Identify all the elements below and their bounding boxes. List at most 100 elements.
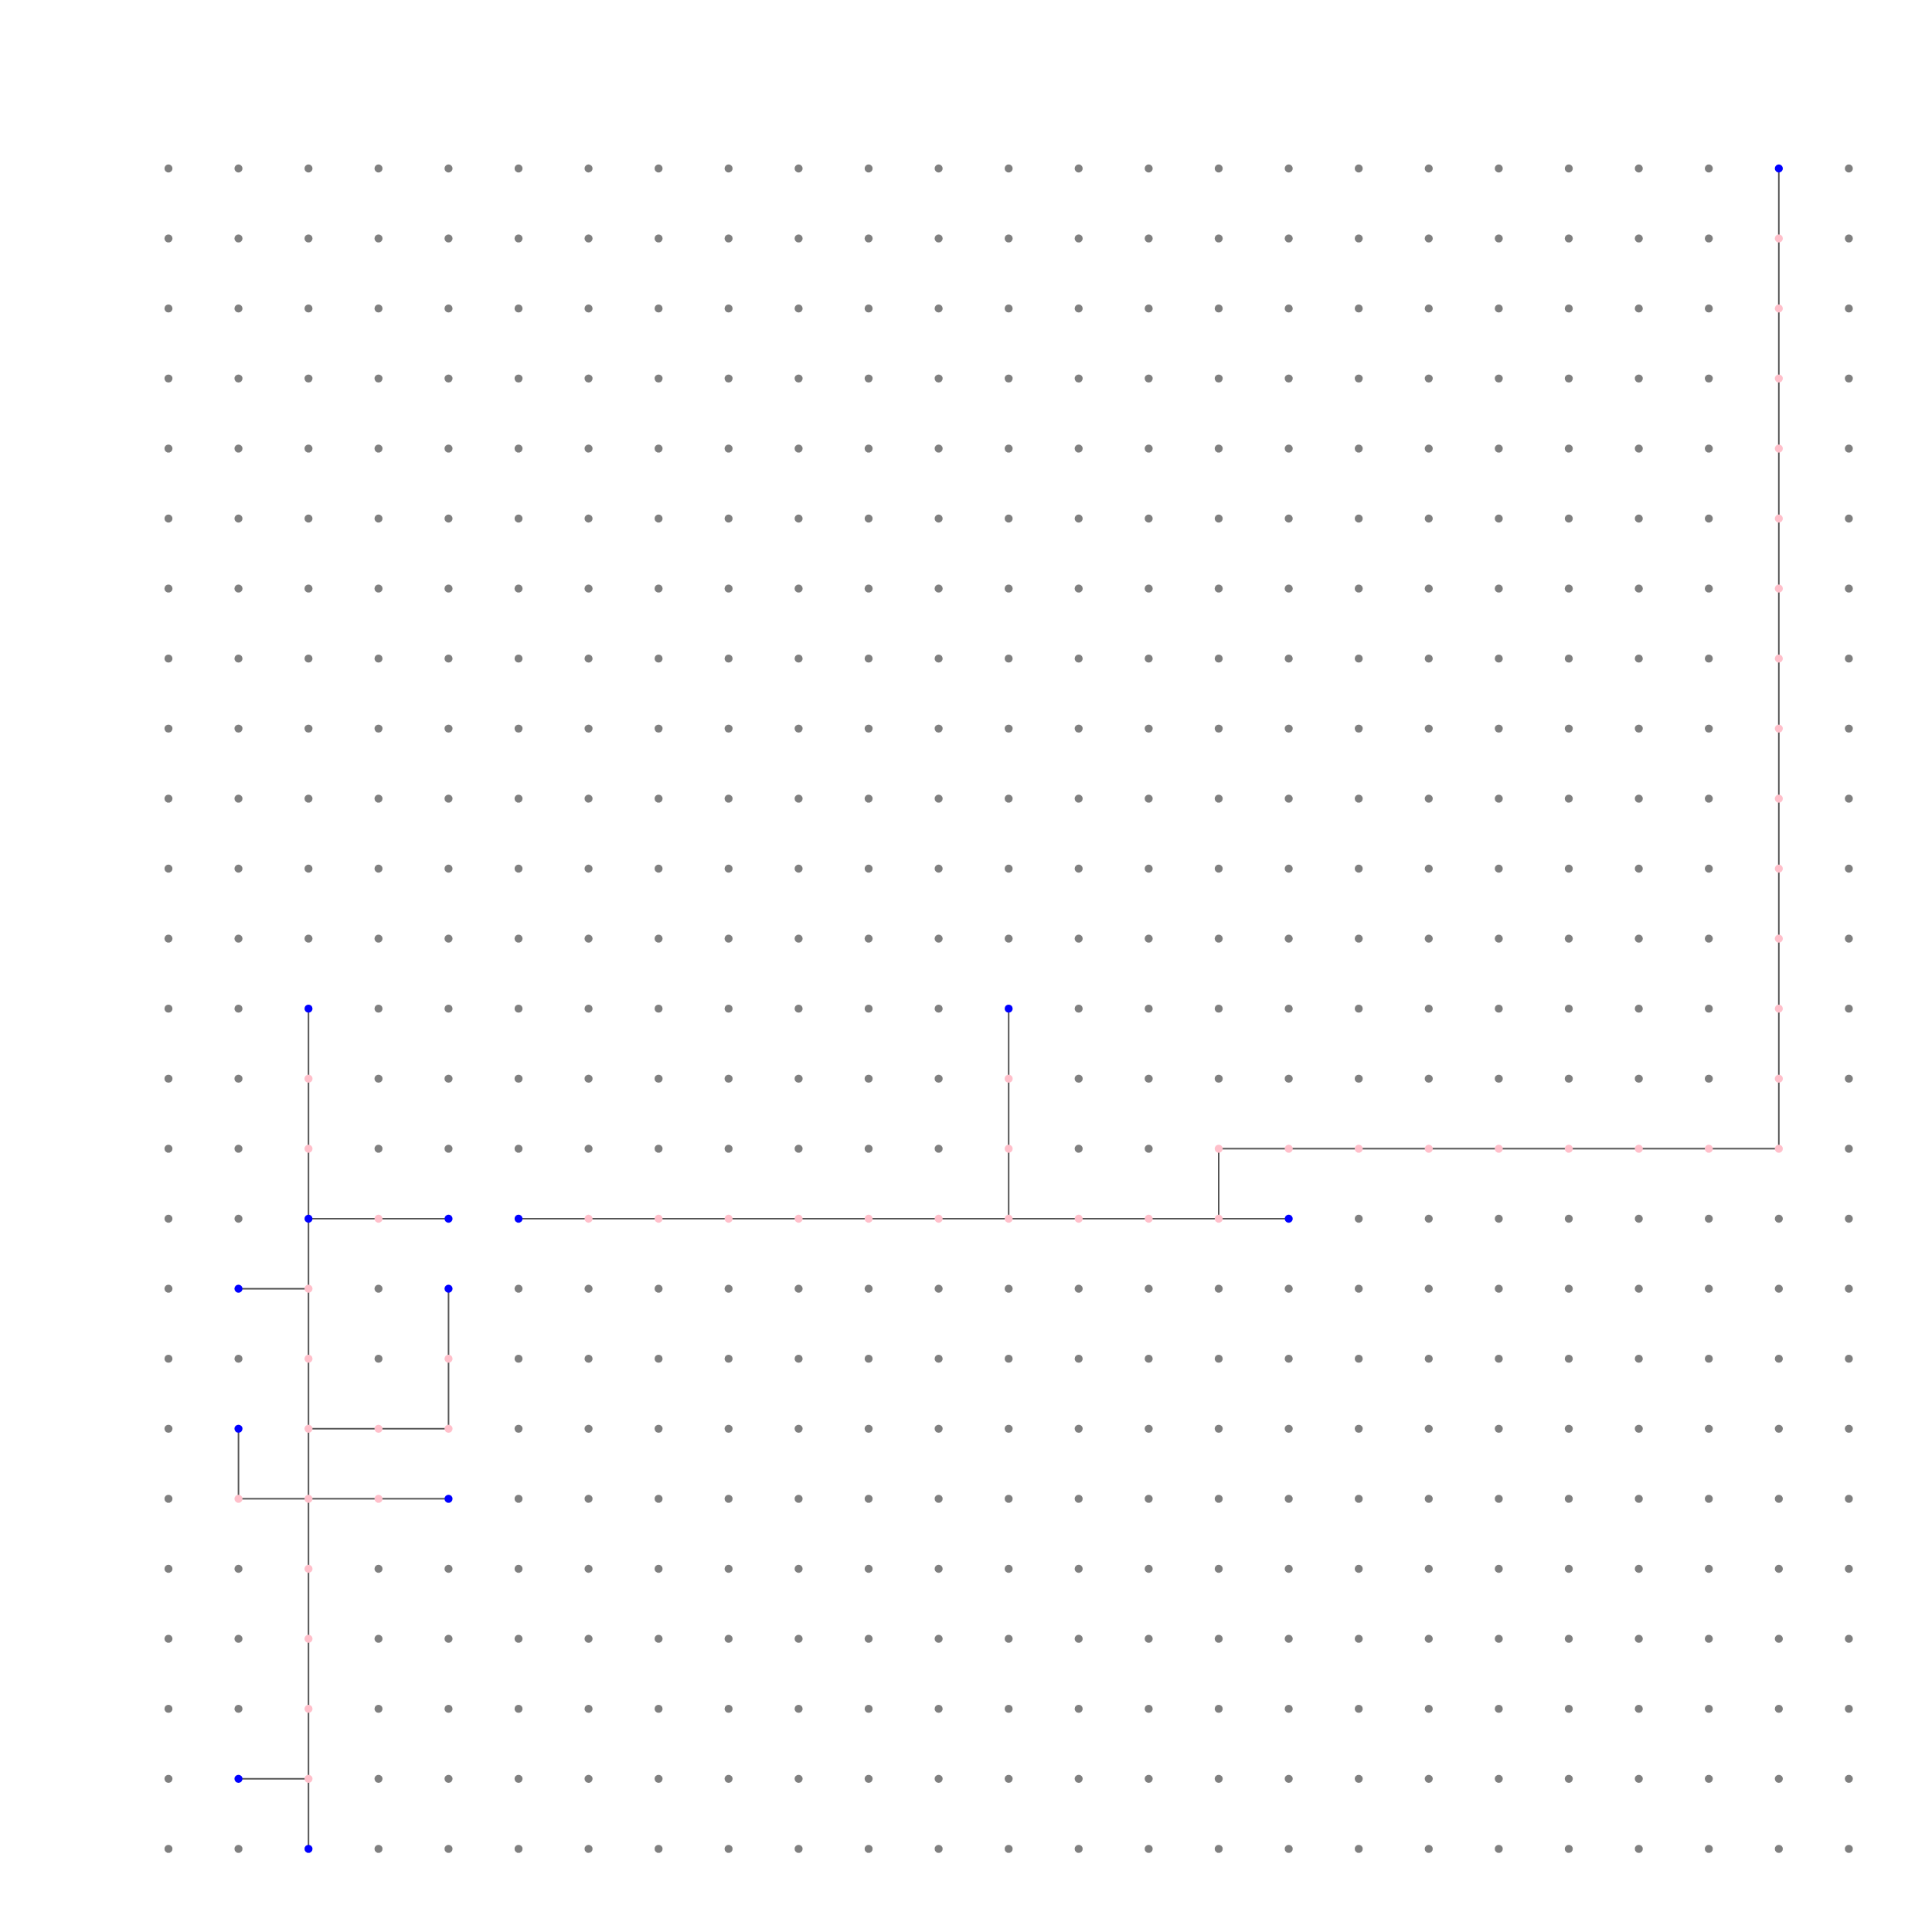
grid-node <box>794 164 803 173</box>
grid-node <box>374 1005 383 1013</box>
grid-node <box>1355 234 1363 243</box>
grid-node <box>1564 584 1573 593</box>
grid-node <box>1495 934 1503 943</box>
grid-node <box>304 724 313 733</box>
grid-node <box>655 374 663 383</box>
grid-node <box>1214 1005 1223 1013</box>
grid-node <box>514 864 523 873</box>
grid-node <box>1145 514 1153 523</box>
grid-node <box>1845 1145 1853 1153</box>
grid-node <box>1634 514 1643 523</box>
grid-node <box>1564 655 1573 663</box>
grid-node <box>724 444 733 453</box>
grid-node <box>1005 724 1013 733</box>
grid-node <box>1424 1495 1434 1503</box>
grid-node <box>1705 584 1713 593</box>
grid-node <box>864 1145 873 1153</box>
grid-node <box>864 864 873 873</box>
grid-node <box>655 1424 663 1434</box>
grid-node <box>374 724 383 733</box>
grid-node <box>1564 1005 1573 1013</box>
grid-node <box>1074 1845 1083 1853</box>
grid-node <box>934 1564 943 1573</box>
grid-node <box>1564 1424 1573 1434</box>
grid-node <box>1214 1355 1223 1363</box>
grid-node <box>934 1845 943 1853</box>
grid-node <box>304 234 313 243</box>
grid-node <box>794 1005 803 1013</box>
grid-node <box>864 1074 873 1083</box>
terminal-node <box>444 1214 453 1223</box>
steiner-node <box>1774 234 1783 243</box>
grid-node <box>1705 1424 1713 1434</box>
grid-node <box>655 304 663 313</box>
grid-node <box>934 934 943 943</box>
grid-node <box>934 864 943 873</box>
grid-node <box>1634 1355 1643 1363</box>
grid-node <box>934 1005 943 1013</box>
grid-node <box>584 934 593 943</box>
grid-node <box>374 304 383 313</box>
grid-node <box>374 934 383 943</box>
grid-node <box>1355 1495 1363 1503</box>
grid-node <box>794 864 803 873</box>
steiner-node <box>1214 1145 1223 1153</box>
grid-node <box>1074 164 1083 173</box>
grid-node <box>304 514 313 523</box>
grid-node <box>1214 794 1223 803</box>
terminal-node <box>514 1214 523 1223</box>
grid-node <box>234 724 243 733</box>
terminal-node <box>1774 164 1783 173</box>
grid-node <box>444 164 453 173</box>
grid-node <box>1845 864 1853 873</box>
grid-node <box>444 514 453 523</box>
grid-node <box>1214 864 1223 873</box>
grid-node <box>1005 444 1013 453</box>
steiner-node <box>374 1424 383 1434</box>
grid-node <box>1845 1705 1853 1713</box>
grid-node <box>1495 234 1503 243</box>
grid-node <box>655 514 663 523</box>
grid-node <box>1495 1634 1503 1643</box>
grid-node <box>1634 934 1643 943</box>
grid-node <box>514 1495 523 1503</box>
grid-node <box>234 934 243 943</box>
grid-node <box>514 1774 523 1783</box>
grid-node <box>164 1355 173 1363</box>
grid-node <box>1005 374 1013 383</box>
grid-node <box>164 1845 173 1853</box>
grid-node <box>724 1424 733 1434</box>
grid-node <box>1705 1355 1713 1363</box>
grid-node <box>1424 514 1434 523</box>
grid-node <box>584 1145 593 1153</box>
grid-node <box>1845 1355 1853 1363</box>
grid-node <box>1564 304 1573 313</box>
grid-node <box>1634 1214 1643 1223</box>
grid-node <box>1145 1355 1153 1363</box>
steiner-node <box>444 1424 453 1434</box>
grid-node <box>1284 374 1293 383</box>
grid-node <box>514 655 523 663</box>
grid-node <box>514 304 523 313</box>
grid-node <box>444 584 453 593</box>
grid-node <box>1074 1424 1083 1434</box>
steiner-node <box>584 1214 593 1223</box>
grid-node <box>1495 444 1503 453</box>
grid-node <box>1355 514 1363 523</box>
grid-node <box>514 724 523 733</box>
grid-node <box>724 934 733 943</box>
grid-node <box>1145 1845 1153 1853</box>
grid-node <box>1845 164 1853 173</box>
grid-node <box>584 655 593 663</box>
grid-node <box>444 934 453 943</box>
grid-node <box>1845 1634 1853 1643</box>
grid-node <box>1005 1705 1013 1713</box>
grid-node <box>1634 1705 1643 1713</box>
grid-node <box>1705 1845 1713 1853</box>
grid-node <box>164 724 173 733</box>
grid-node <box>1145 374 1153 383</box>
grid-node <box>724 655 733 663</box>
grid-node <box>1634 655 1643 663</box>
grid-node <box>1845 934 1853 943</box>
grid-node <box>1284 1424 1293 1434</box>
